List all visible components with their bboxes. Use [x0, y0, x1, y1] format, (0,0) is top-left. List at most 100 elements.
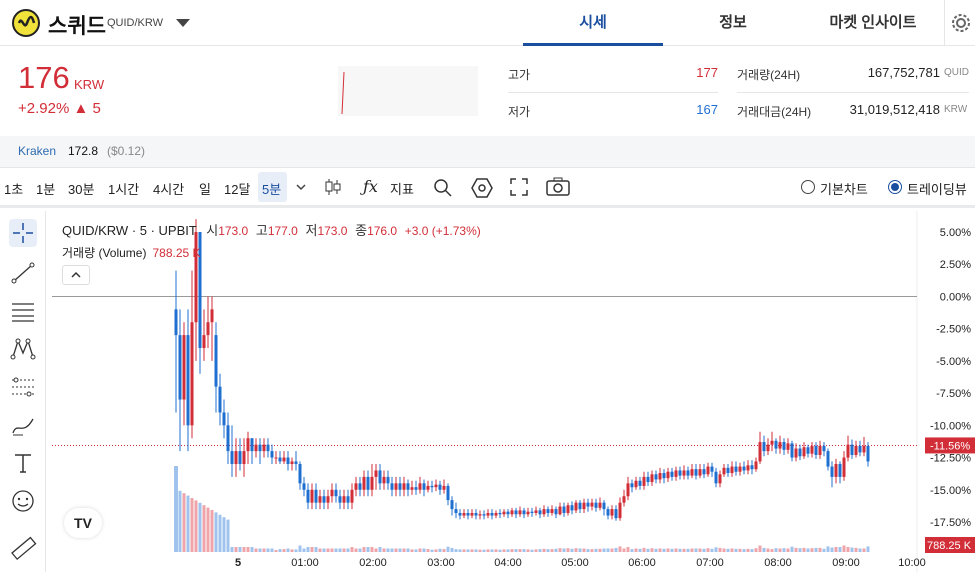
volume-bar [278, 549, 282, 552]
compare-search-icon[interactable] [432, 177, 454, 202]
volume-bar [770, 549, 774, 552]
function-icon[interactable]: ƒx [363, 177, 378, 196]
volume-bar [806, 548, 810, 552]
coin-name[interactable]: 스퀴드 [48, 15, 106, 38]
candle-body [446, 485, 450, 501]
volume-bar [582, 548, 586, 552]
volume-bar [522, 549, 526, 552]
candle-body [290, 461, 294, 464]
candle-body [434, 484, 438, 488]
emoji-icon[interactable] [9, 487, 37, 515]
indicators-label[interactable]: 지표 [390, 182, 414, 197]
candle-body [242, 451, 246, 464]
fullscreen-icon[interactable] [510, 178, 528, 199]
candle-body [630, 483, 634, 488]
candle-body [838, 464, 842, 477]
ruler-icon[interactable] [9, 535, 37, 563]
candle-body [622, 496, 626, 503]
basic-chart-label[interactable]: 기본차트 [820, 182, 868, 197]
tab-price[interactable]: 시세 [523, 0, 663, 46]
candle-body [830, 466, 834, 477]
volume-bar [286, 548, 290, 552]
candle-type-icon[interactable] [324, 177, 342, 200]
volume-bar [638, 548, 642, 552]
candle-body [494, 512, 498, 516]
volume-bar [790, 546, 794, 552]
volume-bar [214, 512, 218, 552]
candle-body [478, 514, 482, 516]
candle-body [486, 512, 490, 516]
interval-day[interactable]: 일 [199, 182, 211, 197]
brush-icon[interactable] [9, 411, 37, 439]
y-axis-label: 5.00% [940, 227, 971, 239]
volume-bar [282, 549, 286, 552]
volume-bar [834, 547, 838, 552]
volume-bar [754, 548, 758, 552]
current-price-badge-text: -11.56% [930, 440, 970, 452]
text-tool-icon[interactable] [9, 449, 37, 477]
exchange-name[interactable]: Kraken [18, 144, 57, 158]
tab-info[interactable]: 정보 [719, 14, 747, 31]
interval-4h[interactable]: 4시간 [153, 182, 185, 197]
interval-1s[interactable]: 1초 [4, 182, 24, 197]
coin-pair[interactable]: QUID/KRW [107, 17, 164, 29]
chevron-down-icon[interactable] [176, 19, 190, 27]
interval-30m[interactable]: 30분 [68, 182, 95, 197]
volume-bar [454, 549, 458, 552]
volume-legend: 거래량 (Volume) 788.25 K [62, 244, 201, 261]
gear-icon[interactable] [944, 0, 975, 46]
camera-icon[interactable] [546, 177, 570, 200]
candle-body [514, 510, 518, 515]
volume-bar [462, 549, 466, 552]
candle-body [598, 502, 602, 508]
candle-body [542, 509, 546, 515]
volume-bar [478, 549, 482, 552]
chevron-down-icon[interactable] [296, 180, 306, 195]
volume-value: 167,752,781 [867, 65, 940, 80]
basic-chart-radio[interactable] [801, 180, 815, 194]
volume-bar [386, 548, 390, 552]
x-axis-label: 04:00 [494, 557, 522, 569]
interval-5m[interactable]: 5분 [262, 182, 282, 197]
tradingview-radio[interactable] [888, 180, 902, 194]
horizontal-lines-icon[interactable] [9, 297, 37, 325]
price-chart[interactable]: 5.00% 2.50% 0.00% -2.50% -5.00% -7.50% -10.00%… [52, 211, 975, 572]
interval-12mo[interactable]: 12달 [224, 182, 251, 197]
candle-body [718, 474, 722, 484]
current-price-badge [925, 437, 975, 454]
y-axis-label: 2.50% [940, 259, 971, 271]
pattern-icon[interactable] [9, 335, 37, 363]
crosshair-icon[interactable] [9, 219, 37, 247]
tradingview-label[interactable]: 트레이딩뷰 [907, 182, 967, 197]
volume-bar [542, 548, 546, 552]
candle-body [450, 500, 454, 510]
candle-body [686, 470, 690, 476]
candle-body [338, 496, 342, 503]
collapse-legend-button[interactable] [62, 265, 90, 285]
volume-bar [646, 548, 650, 552]
trend-line-icon[interactable] [9, 259, 37, 287]
volume-bar [598, 548, 602, 552]
interval-1h[interactable]: 1시간 [108, 182, 140, 197]
interval-1m[interactable]: 1분 [36, 182, 56, 197]
volume-bar [714, 547, 718, 552]
candle-body [322, 496, 326, 503]
volume-bar [782, 548, 786, 552]
candle-body [198, 232, 202, 348]
volume-bar [222, 517, 226, 552]
chart-canvas[interactable]: 5.00% 2.50% 0.00% -2.50% -5.00% -7.50% -10.00%… [52, 211, 975, 572]
volume-bar [538, 549, 542, 552]
candle-body [382, 476, 386, 484]
volume-bar [418, 548, 422, 552]
candle-body [706, 466, 710, 475]
candle-body [826, 451, 830, 467]
fib-levels-icon[interactable] [9, 373, 37, 401]
volume-bar [186, 495, 190, 552]
tab-market-insight[interactable]: 마켓 인사이트 [829, 14, 917, 31]
amount-value: 31,019,512,418 [849, 102, 940, 117]
tradingview-logo-icon[interactable]: TV [64, 508, 102, 538]
candle-body [750, 465, 754, 470]
candle-body [682, 470, 686, 476]
volume-bar [710, 548, 714, 552]
settings-hex-icon[interactable] [471, 177, 493, 202]
